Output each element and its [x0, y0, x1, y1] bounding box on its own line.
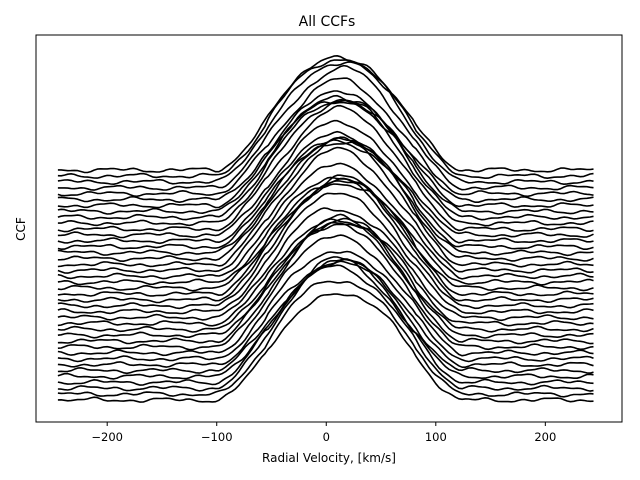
plot-frame — [35, 34, 623, 423]
ccf-series-line — [57, 98, 594, 221]
x-axis-ticks: −200 −100 0 100 200 — [91, 422, 556, 444]
ccf-series-line — [57, 119, 594, 239]
x-tick-label: −200 — [91, 430, 123, 444]
x-axis-label: Radial Velocity, [km/s] — [262, 451, 396, 465]
ccf-series-line — [57, 258, 594, 380]
ccf-series-line — [57, 293, 594, 403]
ccf-series-line — [57, 221, 594, 351]
ccf-series-line — [57, 258, 594, 368]
ccf-series-line — [57, 77, 594, 198]
ccf-series-group — [57, 55, 594, 403]
ccf-series-line — [57, 217, 594, 339]
ccf-series-line — [57, 176, 594, 286]
ccf-series-line — [57, 264, 594, 392]
x-tick-label: 100 — [425, 430, 447, 444]
ccf-series-line — [57, 207, 594, 322]
x-tick-label: −100 — [201, 430, 233, 444]
ccf-series-line — [57, 99, 594, 227]
ccf-series-line — [57, 162, 594, 280]
ccf-series-line — [57, 146, 594, 274]
ccf-series-line — [57, 104, 594, 233]
ccf-series-line — [57, 234, 594, 357]
ccf-series-line — [57, 250, 594, 363]
ccf-series-line — [57, 141, 594, 257]
ccf-series-line — [57, 177, 594, 297]
chart-title: All CCFs — [299, 14, 356, 30]
ccf-series-line — [57, 136, 594, 268]
ccf-series-line — [57, 223, 594, 333]
ccf-series-line — [57, 61, 594, 185]
ccf-series-line — [57, 90, 594, 203]
ccf-series-line — [57, 192, 594, 315]
ccf-series-line — [57, 130, 594, 245]
y-axis-label: CCF — [14, 217, 28, 241]
ccf-series-line — [57, 59, 594, 179]
ccf-series-line — [57, 180, 594, 310]
ccf-series-line — [57, 280, 594, 398]
x-tick-label: 200 — [534, 430, 556, 444]
ccf-series-line — [57, 256, 594, 386]
ccf-series-line — [57, 101, 594, 215]
ccf-series-line — [57, 183, 594, 292]
ccf-series-line — [57, 94, 594, 209]
ccf-series-line — [57, 213, 594, 345]
ccf-series-line — [57, 55, 594, 174]
x-tick-label: 0 — [323, 430, 330, 444]
ccf-series-line — [57, 64, 594, 191]
